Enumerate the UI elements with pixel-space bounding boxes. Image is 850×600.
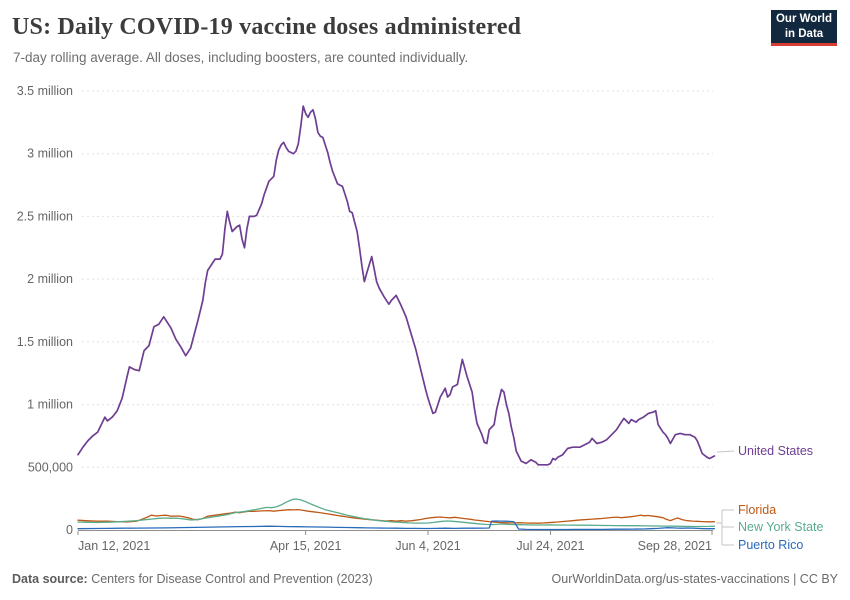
x-axis-tick-label: Jan 12, 2021 — [78, 539, 150, 553]
series-line-florida — [77, 508, 716, 524]
x-axis-tick-label: Apr 15, 2021 — [270, 539, 342, 553]
y-axis-tick-label: 3 million — [27, 147, 73, 161]
chart-footer: Data source: Centers for Disease Control… — [0, 566, 850, 600]
legend-label-new-york-state[interactable]: New York State — [738, 520, 824, 534]
series-line-puerto-rico — [77, 520, 716, 531]
legend-connector-states — [716, 509, 734, 546]
x-axis-tick-label: Jul 24, 2021 — [516, 539, 584, 553]
y-axis-tick-label: 500,000 — [28, 460, 73, 474]
owid-logo-line2: in Data — [784, 27, 824, 40]
owid-url-license[interactable]: OurWorldinData.org/us-states-vaccination… — [551, 572, 838, 586]
y-axis-tick-label: 1.5 million — [17, 335, 73, 349]
y-axis-tick-label: 1 million — [27, 398, 73, 412]
legend-connector-united-states — [716, 450, 735, 453]
series-line-united-states — [77, 105, 716, 466]
owid-logo-line1: Our World — [775, 13, 832, 26]
x-axis-tick-label: Sep 28, 2021 — [638, 539, 712, 553]
legend-label-united-states[interactable]: United States — [738, 444, 814, 458]
legend-label-puerto-rico[interactable]: Puerto Rico — [738, 538, 804, 552]
series-line-new-york-state — [77, 498, 716, 528]
data-source-note: Data source: Centers for Disease Control… — [12, 572, 373, 586]
chart-subtitle: 7-day rolling average. All doses, includ… — [13, 50, 469, 65]
y-axis-tick-label: 2 million — [27, 272, 73, 286]
y-axis-tick-label: 3.5 million — [17, 84, 73, 98]
data-source-label: Data source: — [12, 572, 88, 586]
x-axis-tick-label: Jun 4, 2021 — [395, 539, 460, 553]
owid-logo[interactable]: Our World in Data — [771, 10, 837, 46]
legend-label-florida[interactable]: Florida — [738, 503, 777, 517]
y-axis-tick-label: 0 — [66, 523, 73, 537]
data-source-text: Centers for Disease Control and Preventi… — [87, 572, 373, 586]
page-title: US: Daily COVID-19 vaccine doses adminis… — [12, 14, 522, 40]
y-axis-tick-label: 2.5 million — [17, 209, 73, 223]
